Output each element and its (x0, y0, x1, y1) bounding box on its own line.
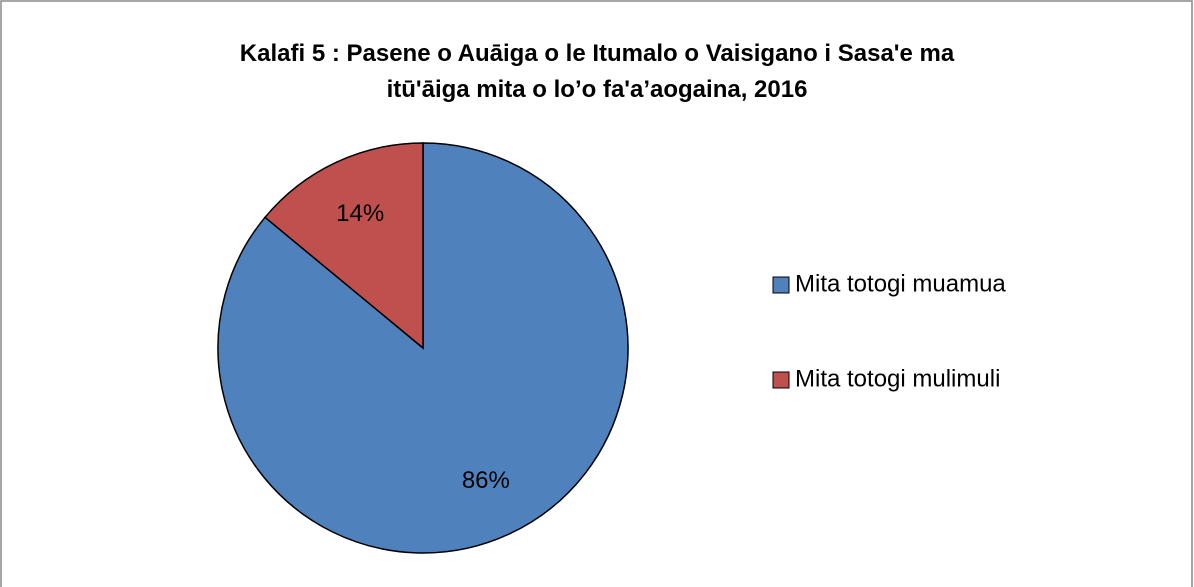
legend-swatch (772, 276, 790, 294)
chart-title: Kalafi 5 : Pasene o Auāiga o le Itumalo … (239, 40, 955, 103)
legend-label: Mita totogi mulimuli (795, 365, 1000, 392)
chart-title-box: Kalafi 5 : Pasene o Auāiga o le Itumalo … (0, 36, 1194, 108)
data-label: 14% (336, 200, 384, 227)
data-label: 86% (462, 467, 510, 494)
legend-label: Mita totogi muamua (795, 270, 1006, 297)
pie-slice (263, 142, 424, 350)
legend-swatch (772, 371, 790, 389)
